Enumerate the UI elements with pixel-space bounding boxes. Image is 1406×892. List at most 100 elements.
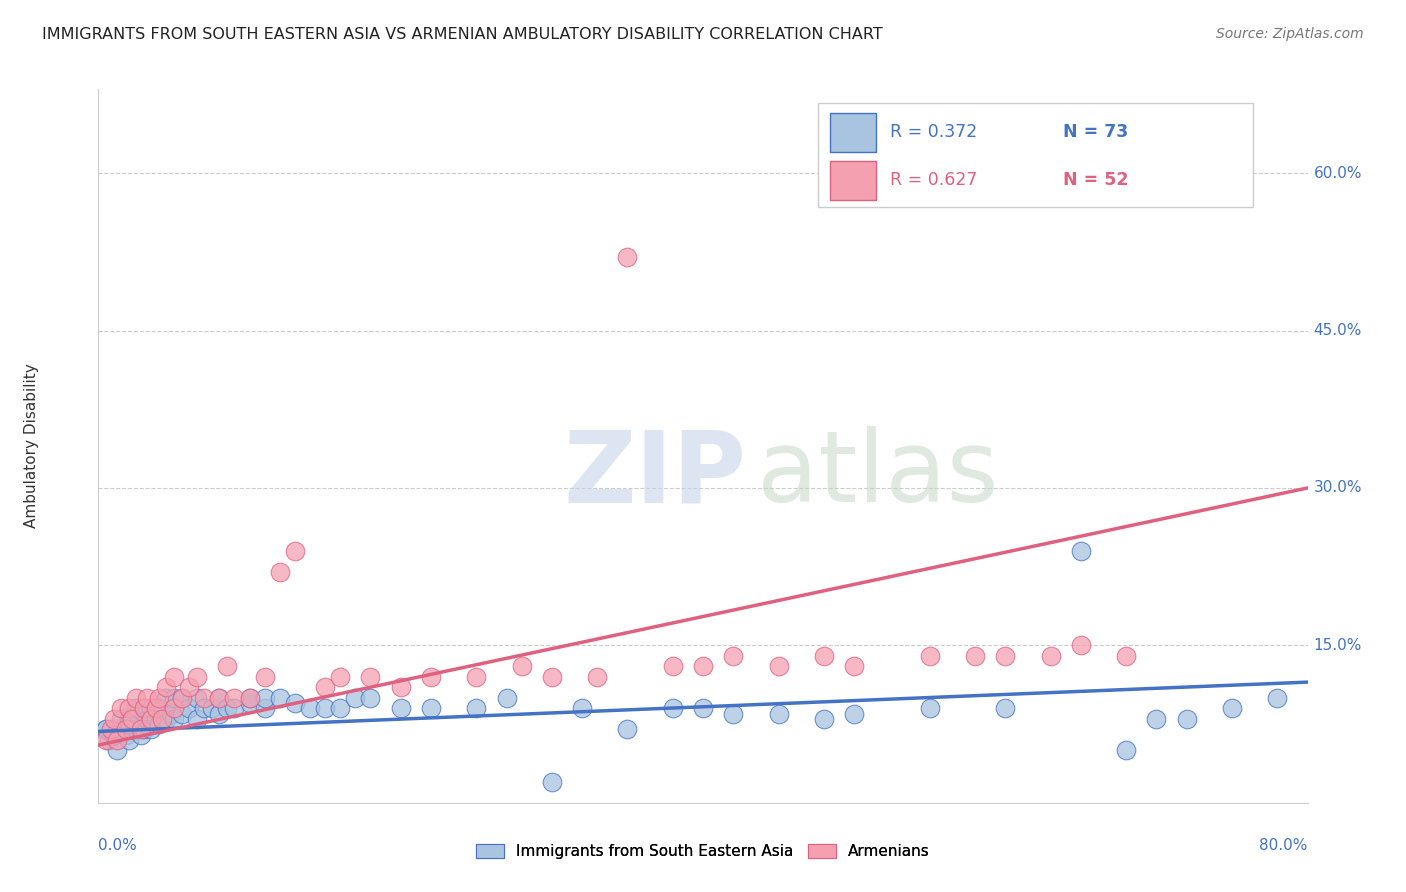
Point <box>163 670 186 684</box>
Point <box>121 723 143 737</box>
Point <box>284 696 307 710</box>
Point <box>100 723 122 737</box>
Point <box>118 701 141 715</box>
Point <box>616 723 638 737</box>
Point <box>284 544 307 558</box>
Point <box>389 701 412 715</box>
FancyBboxPatch shape <box>830 161 876 200</box>
Text: 0.0%: 0.0% <box>98 838 138 854</box>
Point <box>360 670 382 684</box>
Point <box>193 690 215 705</box>
Point <box>215 701 238 715</box>
Point <box>721 648 744 663</box>
Point <box>239 690 262 705</box>
Legend: Immigrants from South Eastern Asia, Armenians: Immigrants from South Eastern Asia, Arme… <box>477 845 929 859</box>
Point <box>201 701 224 715</box>
Point <box>163 690 186 705</box>
FancyBboxPatch shape <box>830 112 876 152</box>
Point <box>239 690 262 705</box>
Point <box>132 701 155 715</box>
Point <box>965 648 987 663</box>
Point <box>186 670 208 684</box>
Text: 80.0%: 80.0% <box>1260 838 1308 854</box>
Text: N = 73: N = 73 <box>1063 123 1129 141</box>
Point <box>105 732 128 747</box>
Point <box>150 712 173 726</box>
Text: Ambulatory Disability: Ambulatory Disability <box>24 364 39 528</box>
Point <box>155 690 177 705</box>
Text: N = 52: N = 52 <box>1063 171 1129 189</box>
Point <box>661 659 683 673</box>
Point <box>813 648 835 663</box>
Text: ZIP: ZIP <box>564 426 747 523</box>
Point <box>768 659 790 673</box>
Point <box>540 670 562 684</box>
FancyBboxPatch shape <box>818 103 1253 207</box>
Point <box>193 701 215 715</box>
Point <box>114 728 136 742</box>
Point <box>114 723 136 737</box>
Point <box>163 701 186 715</box>
Point <box>269 690 291 705</box>
Point <box>344 690 367 705</box>
Text: Source: ZipAtlas.com: Source: ZipAtlas.com <box>1216 27 1364 41</box>
Point <box>103 728 125 742</box>
Point <box>994 648 1017 663</box>
Text: atlas: atlas <box>758 426 1000 523</box>
Point <box>177 701 201 715</box>
Point <box>121 712 143 726</box>
Point <box>105 743 128 757</box>
Point <box>1220 701 1243 715</box>
Point <box>253 690 276 705</box>
Point <box>215 659 238 673</box>
Point <box>721 706 744 721</box>
Point <box>918 701 941 715</box>
Point <box>103 728 125 742</box>
Point <box>170 690 193 705</box>
Point <box>94 732 117 747</box>
Point <box>224 701 246 715</box>
Point <box>419 670 441 684</box>
Point <box>170 706 193 721</box>
Point <box>329 670 352 684</box>
Point <box>510 659 533 673</box>
Point <box>208 690 231 705</box>
Point <box>118 732 141 747</box>
Point <box>571 701 593 715</box>
Point <box>148 690 170 705</box>
Point <box>844 659 866 673</box>
Point <box>844 706 866 721</box>
Text: 45.0%: 45.0% <box>1313 323 1362 338</box>
Point <box>110 723 132 737</box>
Point <box>103 712 125 726</box>
Point <box>918 648 941 663</box>
Point <box>155 681 177 695</box>
Point <box>170 690 193 705</box>
Point <box>540 774 562 789</box>
Text: 15.0%: 15.0% <box>1313 638 1362 653</box>
Point <box>132 723 155 737</box>
Point <box>1175 712 1198 726</box>
Point <box>994 701 1017 715</box>
Point <box>177 681 201 695</box>
Point <box>148 701 170 715</box>
Point <box>1070 639 1092 653</box>
Point <box>129 728 152 742</box>
Point <box>360 690 382 705</box>
Point <box>135 712 157 726</box>
Point <box>132 701 155 715</box>
Point <box>1039 648 1062 663</box>
Point <box>465 701 488 715</box>
Point <box>389 681 412 695</box>
Point <box>135 690 157 705</box>
Point <box>208 690 231 705</box>
Point <box>616 250 638 264</box>
Point <box>253 670 276 684</box>
Point <box>495 690 517 705</box>
Point <box>208 706 231 721</box>
Point <box>1265 690 1288 705</box>
Point <box>1115 743 1137 757</box>
Point <box>253 701 276 715</box>
Point <box>813 712 835 726</box>
Point <box>141 712 163 726</box>
